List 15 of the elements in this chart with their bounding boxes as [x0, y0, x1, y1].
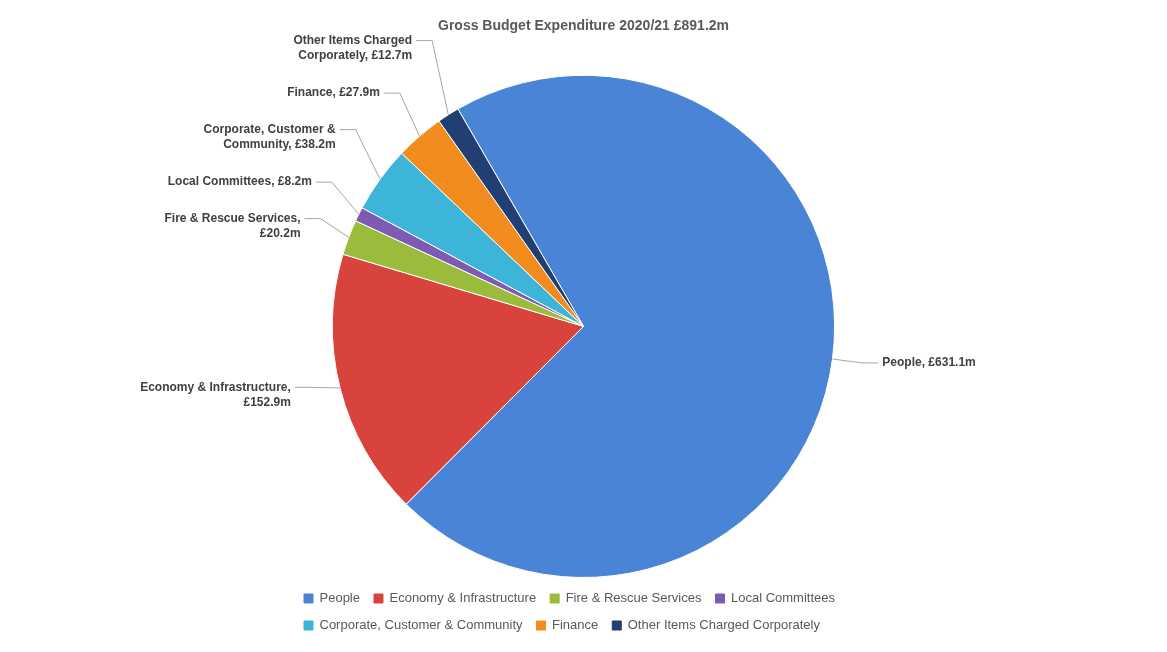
data-label: People, £631.1m [882, 354, 976, 369]
data-label: Finance, £27.9m [287, 84, 380, 99]
legend-label: Fire & Rescue Services [565, 590, 702, 606]
legend-label: Other Items Charged Corporately [627, 617, 821, 633]
data-label: Local Committees, £8.2m [167, 173, 312, 188]
data-label: Economy & Infrastructure, £152.9m [140, 379, 291, 409]
legend-label: People [319, 590, 360, 606]
data-label: Corporate, Customer & Community, £38.2m [203, 121, 336, 151]
data-label: Other Items Charged Corporately, £12.7m [293, 32, 413, 62]
chart-title: Gross Budget Expenditure 2020/21 £891.2m [437, 17, 730, 34]
legend-label: Economy & Infrastructure [389, 590, 537, 606]
legend-label: Finance [552, 617, 599, 633]
legend-label: Local Committees [730, 590, 836, 606]
legend-label: Corporate, Customer & Community [319, 617, 524, 633]
data-label: Fire & Rescue Services, £20.2m [164, 210, 301, 240]
